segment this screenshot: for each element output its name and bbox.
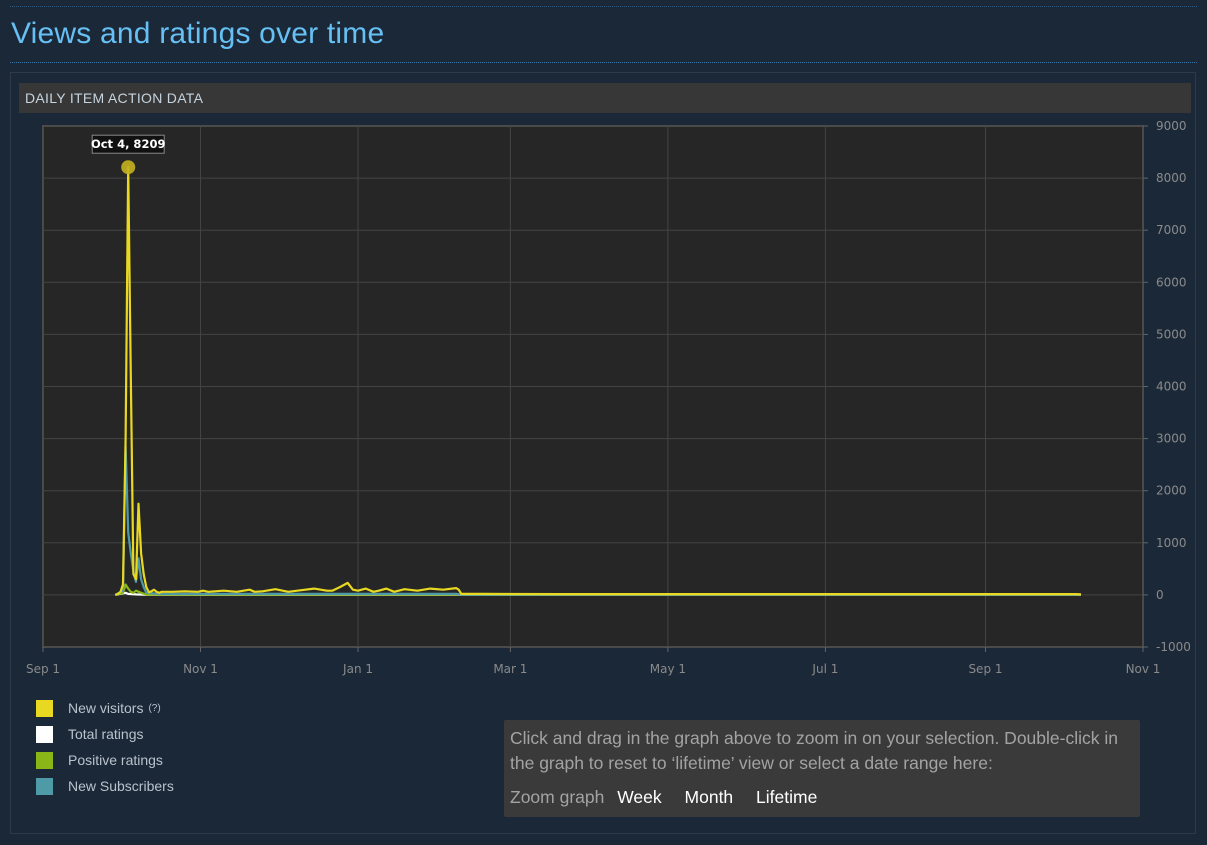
page-title: Views and ratings over time xyxy=(11,17,385,50)
chart-legend: New visitors (?) Total ratings Positive … xyxy=(36,695,174,799)
series-line-positive-ratings xyxy=(115,583,1081,596)
title-divider xyxy=(10,62,1197,63)
series-line-new-visitors xyxy=(114,166,1082,596)
x-tick-label: May 1 xyxy=(650,662,686,676)
y-tick-label: 1000 xyxy=(1156,536,1187,550)
legend-item-total-ratings[interactable]: Total ratings xyxy=(36,721,174,747)
y-tick-label: -1000 xyxy=(1156,640,1191,654)
legend-swatch-positive-ratings xyxy=(36,751,53,769)
zoom-controls: Zoom graph Week Month Lifetime xyxy=(510,787,1134,808)
zoom-month-button[interactable]: Month xyxy=(684,787,734,807)
legend-item-positive-ratings[interactable]: Positive ratings xyxy=(36,747,174,773)
series-line-new-subscribers xyxy=(114,445,1081,596)
top-divider xyxy=(10,6,1197,7)
legend-label-total-ratings: Total ratings xyxy=(68,726,144,742)
help-icon[interactable]: (?) xyxy=(148,702,161,714)
x-tick-label: Nov 1 xyxy=(1126,662,1161,676)
x-tick-label: Mar 1 xyxy=(493,662,527,676)
zoom-lifetime-button[interactable]: Lifetime xyxy=(756,787,818,807)
legend-label-new-visitors: New visitors xyxy=(68,700,144,716)
x-tick-label: Sep 1 xyxy=(26,662,60,676)
legend-swatch-new-visitors xyxy=(36,699,53,717)
legend-swatch-total-ratings xyxy=(36,725,53,743)
y-tick-label: 7000 xyxy=(1156,223,1187,237)
x-tick-label: Jul 1 xyxy=(811,662,838,676)
y-tick-label: 5000 xyxy=(1156,327,1187,341)
zoom-panel: Click and drag in the graph above to zoo… xyxy=(504,720,1140,817)
y-tick-label: 2000 xyxy=(1156,484,1187,498)
legend-swatch-new-subscribers xyxy=(36,777,53,795)
y-tick-label: 0 xyxy=(1156,588,1164,602)
x-tick-label: Nov 1 xyxy=(183,662,218,676)
tooltip-box xyxy=(91,134,165,154)
legend-label-positive-ratings: Positive ratings xyxy=(68,752,163,768)
y-tick-label: 6000 xyxy=(1156,275,1187,289)
y-tick-label: 9000 xyxy=(1156,119,1187,133)
zoom-label: Zoom graph xyxy=(510,787,605,807)
x-tick-label: Sep 1 xyxy=(968,662,1002,676)
legend-item-new-visitors[interactable]: New visitors (?) xyxy=(36,695,174,721)
legend-item-new-subscribers[interactable]: New Subscribers xyxy=(36,773,174,799)
y-tick-label: 3000 xyxy=(1156,432,1187,446)
highlight-point xyxy=(121,160,136,175)
zoom-help-text: Click and drag in the graph above to zoo… xyxy=(510,728,1118,773)
y-tick-label: 4000 xyxy=(1156,380,1187,394)
y-tick-label: 8000 xyxy=(1156,171,1187,185)
zoom-week-button[interactable]: Week xyxy=(617,787,662,807)
panel-header: DAILY ITEM ACTION DATA xyxy=(19,83,1191,113)
legend-label-new-subscribers: New Subscribers xyxy=(68,778,174,794)
tooltip-label: Oct 4, 8209 xyxy=(91,137,165,151)
x-tick-label: Jan 1 xyxy=(342,662,373,676)
